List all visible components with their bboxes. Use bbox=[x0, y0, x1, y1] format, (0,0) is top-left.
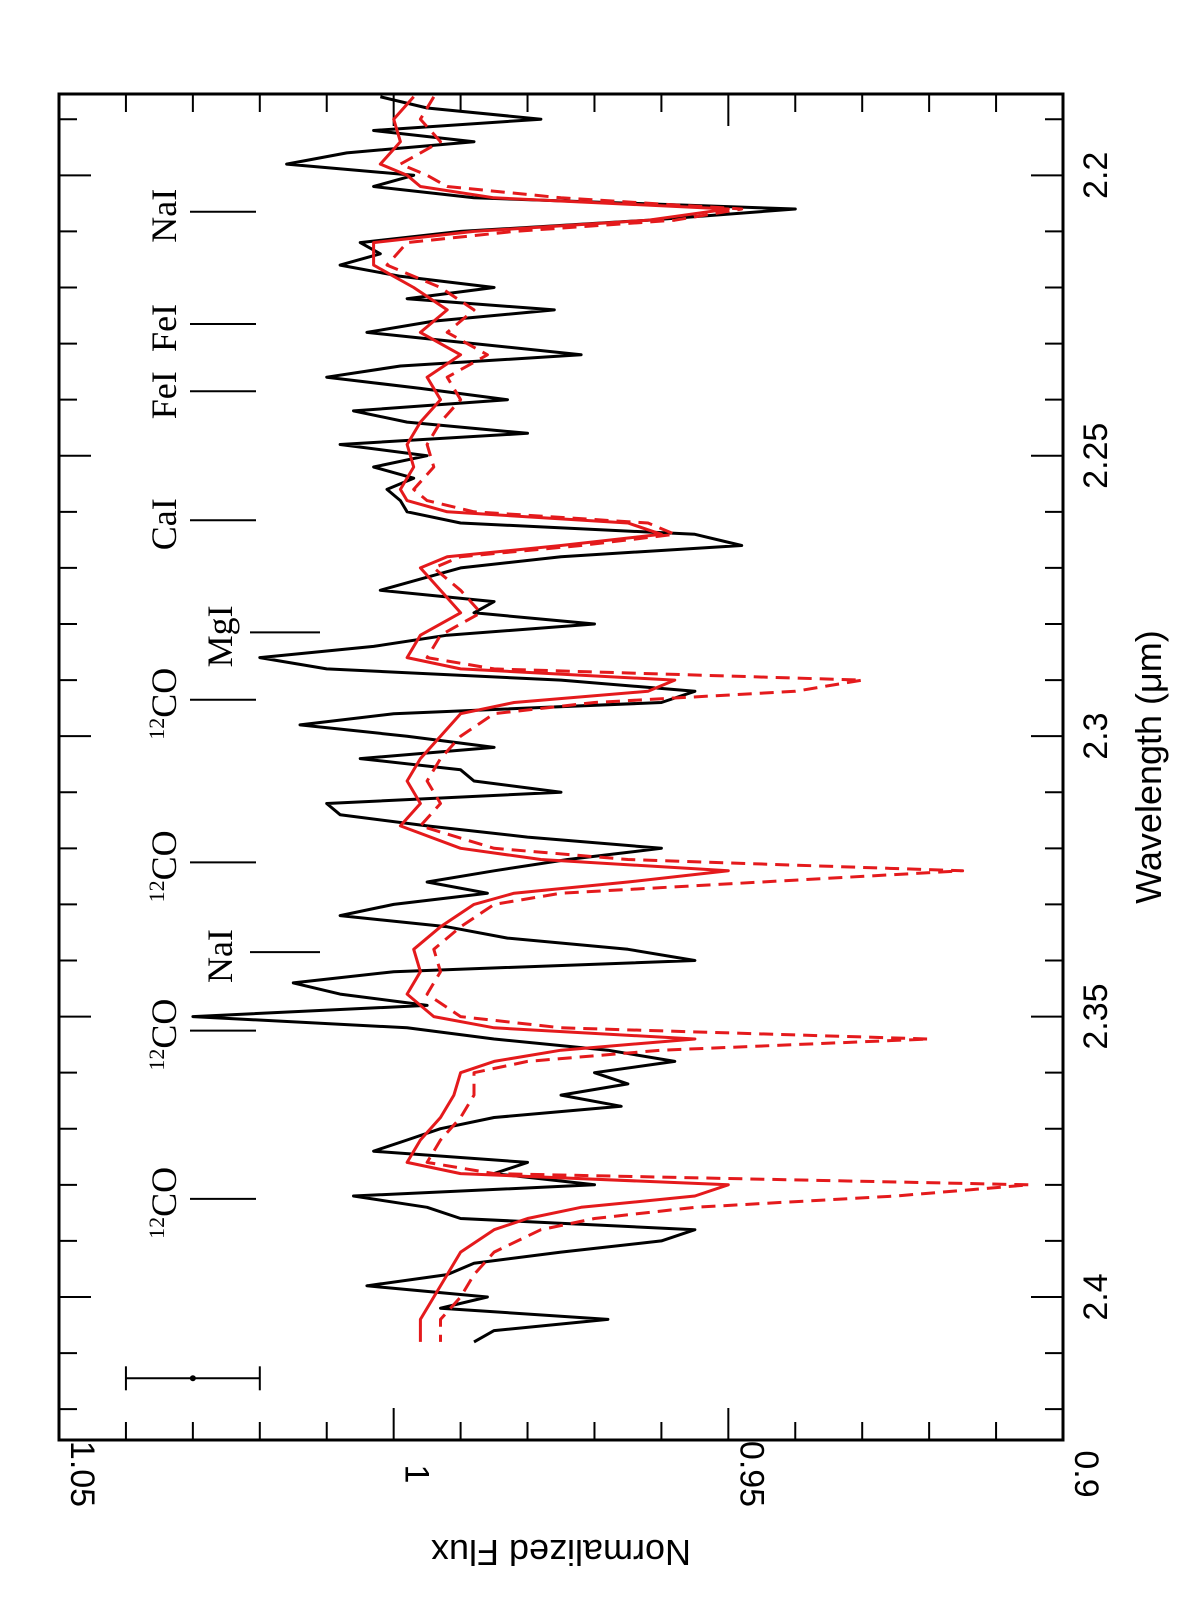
line-id-label: FeI bbox=[144, 304, 184, 352]
line-id-label: FeI bbox=[144, 371, 184, 419]
x-tick-label: 2.2 bbox=[1077, 152, 1115, 199]
line-id-label: NaI bbox=[144, 189, 184, 243]
y-tick-label: 0.95 bbox=[732, 1441, 770, 1507]
line-id-label: 12CO bbox=[144, 1167, 184, 1239]
y-tick-label: 1.05 bbox=[63, 1441, 101, 1507]
error-bar-point bbox=[189, 1375, 196, 1382]
x-tick-label: 2.25 bbox=[1077, 423, 1115, 489]
line-id-label: 12CO bbox=[144, 999, 184, 1071]
plot-frame bbox=[57, 92, 1065, 1442]
line-id-label: MgI bbox=[200, 605, 240, 667]
error-bar bbox=[124, 1366, 261, 1391]
line-id-label: CaI bbox=[144, 498, 184, 550]
axis-ticks bbox=[58, 94, 1064, 1440]
x-axis-title: Wavelength (μm) bbox=[1128, 630, 1169, 903]
y-tick-label: 0.9 bbox=[1067, 1450, 1105, 1497]
line-id-label: 12CO bbox=[144, 830, 184, 902]
y-tick-label: 1 bbox=[398, 1465, 436, 1484]
series-line-3 bbox=[385, 96, 1031, 1342]
tick-labels: 2.2 2.25 2.3 2.35 2.4 0.9 0.95 1 1.05 bbox=[63, 152, 1115, 1507]
x-tick-label: 2.3 bbox=[1077, 713, 1115, 760]
line-id-label: 12CO bbox=[144, 668, 184, 740]
series-layer bbox=[191, 95, 1031, 1344]
line-id-label: NaI bbox=[200, 929, 240, 983]
y-axis-title: Normalized Flux bbox=[431, 1532, 691, 1573]
series-line-2 bbox=[372, 95, 730, 1342]
x-tick-label: 2.4 bbox=[1077, 1273, 1115, 1320]
x-tick-label: 2.35 bbox=[1077, 983, 1115, 1049]
line-identifications: NaI FeI FeI CaI MgI 12CO 12CO NaI 12CO 12CO bbox=[144, 189, 320, 1239]
series-line-1 bbox=[191, 95, 797, 1344]
